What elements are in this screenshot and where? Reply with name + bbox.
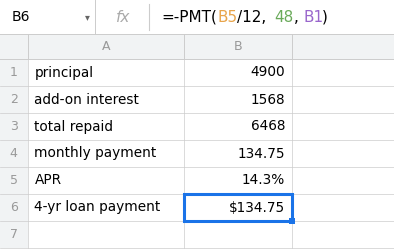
Text: APR: APR [35, 174, 61, 187]
Bar [292, 59, 334, 86]
Text: 3: 3 [10, 120, 18, 133]
Text: principal: principal [35, 65, 94, 79]
Bar [292, 194, 334, 221]
Text: 134.75: 134.75 [237, 146, 285, 161]
Bar [0, 194, 28, 221]
Text: ▾: ▾ [85, 12, 89, 22]
Text: 1: 1 [10, 66, 18, 79]
Text: B: B [234, 40, 242, 53]
Bar [292, 167, 334, 194]
Text: 48: 48 [275, 10, 294, 25]
Text: fx: fx [116, 10, 130, 25]
Bar [28, 140, 184, 167]
Text: 4900: 4900 [250, 65, 285, 79]
Text: =-PMT(: =-PMT( [161, 10, 217, 25]
Text: 14.3%: 14.3% [242, 174, 285, 187]
Bar [184, 113, 292, 140]
Text: ): ) [322, 10, 328, 25]
Bar [28, 221, 184, 248]
Bar [184, 194, 292, 221]
Text: monthly payment: monthly payment [35, 146, 157, 161]
Bar [28, 113, 184, 140]
Bar [184, 59, 292, 86]
Bar [0, 140, 28, 167]
Text: 6468: 6468 [251, 120, 285, 133]
Text: B5: B5 [218, 10, 238, 25]
Bar [0, 0, 95, 35]
Text: ,: , [294, 10, 299, 25]
Bar [28, 167, 184, 194]
Bar [0, 59, 28, 86]
Bar [0, 35, 394, 59]
Text: B1: B1 [303, 10, 323, 25]
Text: /12,: /12, [237, 10, 266, 25]
Bar [28, 59, 184, 86]
Bar [0, 221, 28, 248]
Bar [184, 194, 292, 221]
Bar [184, 86, 292, 113]
Text: 4: 4 [10, 147, 18, 160]
Bar [184, 140, 292, 167]
Text: B6: B6 [12, 10, 30, 24]
Text: $134.75: $134.75 [229, 200, 285, 214]
Text: 6: 6 [10, 201, 18, 214]
Text: add-on interest: add-on interest [35, 92, 139, 107]
Bar [292, 221, 334, 248]
Text: 1568: 1568 [250, 92, 285, 107]
Text: A: A [102, 40, 110, 53]
Text: 5: 5 [10, 174, 18, 187]
Text: 7: 7 [10, 228, 18, 241]
Text: 2: 2 [10, 93, 18, 106]
Bar [292, 113, 334, 140]
Bar [0, 113, 28, 140]
Bar [184, 167, 292, 194]
Bar [292, 86, 334, 113]
Bar [0, 167, 28, 194]
Bar [289, 218, 295, 224]
Bar [28, 86, 184, 113]
Bar [0, 0, 394, 35]
Text: 4-yr loan payment: 4-yr loan payment [35, 200, 161, 214]
Bar [28, 194, 184, 221]
Bar [0, 86, 28, 113]
Bar [184, 221, 292, 248]
Bar [292, 140, 334, 167]
Text: total repaid: total repaid [35, 120, 113, 133]
